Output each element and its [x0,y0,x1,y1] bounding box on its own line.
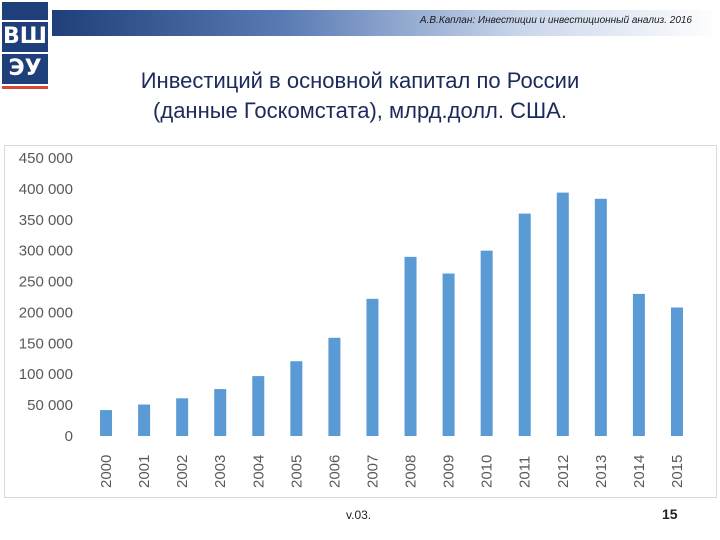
bar-2012 [556,192,569,436]
logo-strip [2,86,48,89]
x-tick-label: 2006 [326,455,343,488]
y-tick-label: 300 000 [19,243,73,260]
x-tick-label: 2009 [441,455,458,488]
logo-emblem [2,2,48,20]
bar-2007 [366,298,379,436]
x-tick-label: 2003 [212,455,229,488]
header-bar [52,10,720,36]
x-tick-label: 2007 [364,455,381,488]
x-tick-label: 2008 [403,455,420,488]
bar-2005 [290,361,303,436]
bar-2013 [594,198,607,436]
x-tick-label: 2000 [98,455,115,488]
y-tick-label: 450 000 [19,150,73,167]
logo-letters-bottom: ЭУ [2,54,48,84]
bar-2015 [670,307,683,436]
y-tick-label: 150 000 [19,335,73,352]
bar-2008 [404,256,417,436]
chart-svg: 0 50 000 100 000 150 000 200 000 250 000 300 0… [19,150,686,488]
bar-2002 [176,398,189,436]
investment-bar-chart: 0 50 000 100 000 150 000 200 000 250 000 300 0… [4,145,717,498]
bar-2010 [480,250,493,436]
bar-2014 [632,293,645,436]
bar-2006 [328,337,341,436]
x-tick-label: 2002 [174,455,191,488]
bar-2000 [100,410,113,436]
slide-title-line2: (данные Госкомстата), млрд.долл. США. [153,98,567,123]
x-tick-label: 2010 [479,455,496,488]
y-tick-label: 200 000 [19,304,73,321]
x-tick-label: 2014 [631,455,648,488]
slide-title-line1: Инвестиций в основной капитал по России [140,68,580,93]
bar-2004 [252,376,265,436]
x-tick-label: 2004 [250,455,267,488]
x-tick-label: 2011 [517,456,534,488]
header-text: А.В.Каплан: Инвестиции и инвестиционный … [419,15,692,26]
y-tick-label: 400 000 [19,181,73,198]
bar-2011 [518,213,531,436]
y-tick-label: 0 [65,428,73,445]
bar-2009 [442,273,455,436]
page-number: 15 [662,506,678,522]
x-tick-label: 2005 [288,455,305,488]
institution-logo: ВШ ЭУ [0,0,52,90]
logo-letters-top: ВШ [2,22,48,52]
x-tick-label: 2013 [593,455,610,488]
y-tick-label: 250 000 [19,274,73,291]
y-tick-label: 350 000 [19,212,73,229]
x-tick-label: 2001 [136,455,153,488]
x-tick-label: 2012 [555,455,572,488]
y-tick-label: 50 000 [27,397,73,414]
slide-title: Инвестиций в основной капитал по России … [60,66,660,126]
y-tick-label: 100 000 [19,366,73,383]
x-tick-label: 2015 [669,455,686,488]
version-label: v.03. [346,508,372,522]
bar-2003 [214,389,227,436]
bar-2001 [138,404,151,436]
